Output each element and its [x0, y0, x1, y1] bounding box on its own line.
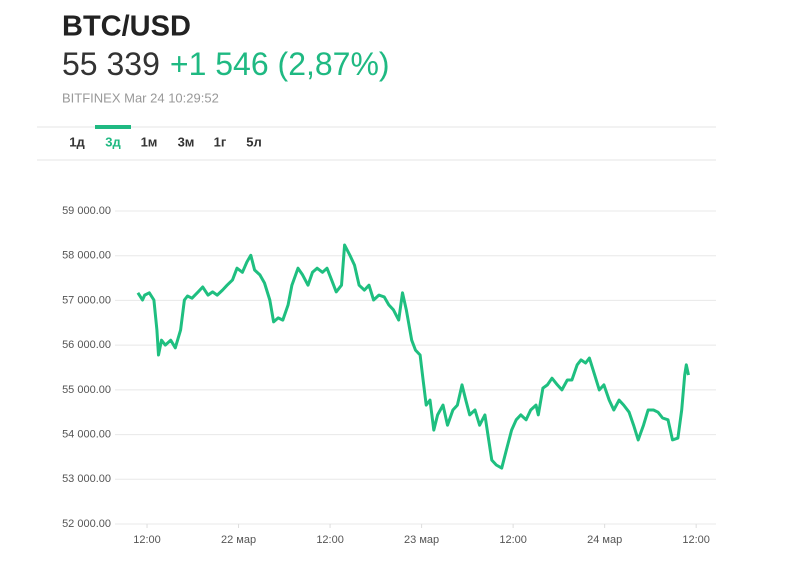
- y-tick-label: 58 000.00: [62, 250, 111, 262]
- x-tick-label: 23 мар: [404, 534, 439, 546]
- price-change: +1 546 (2,87%): [170, 46, 390, 82]
- y-tick-label: 52 000.00: [62, 518, 111, 530]
- x-tick-label: 12:00: [316, 534, 344, 546]
- time-tab[interactable]: 1м: [141, 134, 158, 149]
- y-tick-label: 59 000.00: [62, 205, 111, 217]
- y-tick-label: 55 000.00: [62, 384, 111, 396]
- price-line: [136, 243, 690, 470]
- title: BTC/USD: [62, 11, 191, 43]
- time-tab[interactable]: 3д: [105, 134, 121, 149]
- y-tick-label: 53 000.00: [62, 473, 111, 485]
- time-tab[interactable]: 5л: [246, 134, 262, 149]
- x-tick-label: 12:00: [682, 534, 710, 546]
- time-tab[interactable]: 1г: [214, 134, 227, 149]
- x-tick-label: 12:00: [499, 534, 527, 546]
- active-tab-indicator: [95, 125, 131, 129]
- y-tick-label: 56 000.00: [62, 339, 111, 351]
- time-tab[interactable]: 1д: [69, 134, 85, 149]
- x-tick-label: 24 мар: [587, 534, 622, 546]
- source: BITFINEX Mar 24 10:29:52: [62, 90, 219, 105]
- x-tick-label: 12:00: [133, 534, 161, 546]
- y-tick-label: 57 000.00: [62, 294, 111, 306]
- x-tick-label: 22 мар: [221, 534, 256, 546]
- price-value: 55 339: [62, 46, 160, 82]
- price: 55 339 +1 546 (2,87%): [62, 46, 390, 82]
- y-tick-label: 54 000.00: [62, 428, 111, 440]
- time-tab[interactable]: 3м: [178, 134, 195, 149]
